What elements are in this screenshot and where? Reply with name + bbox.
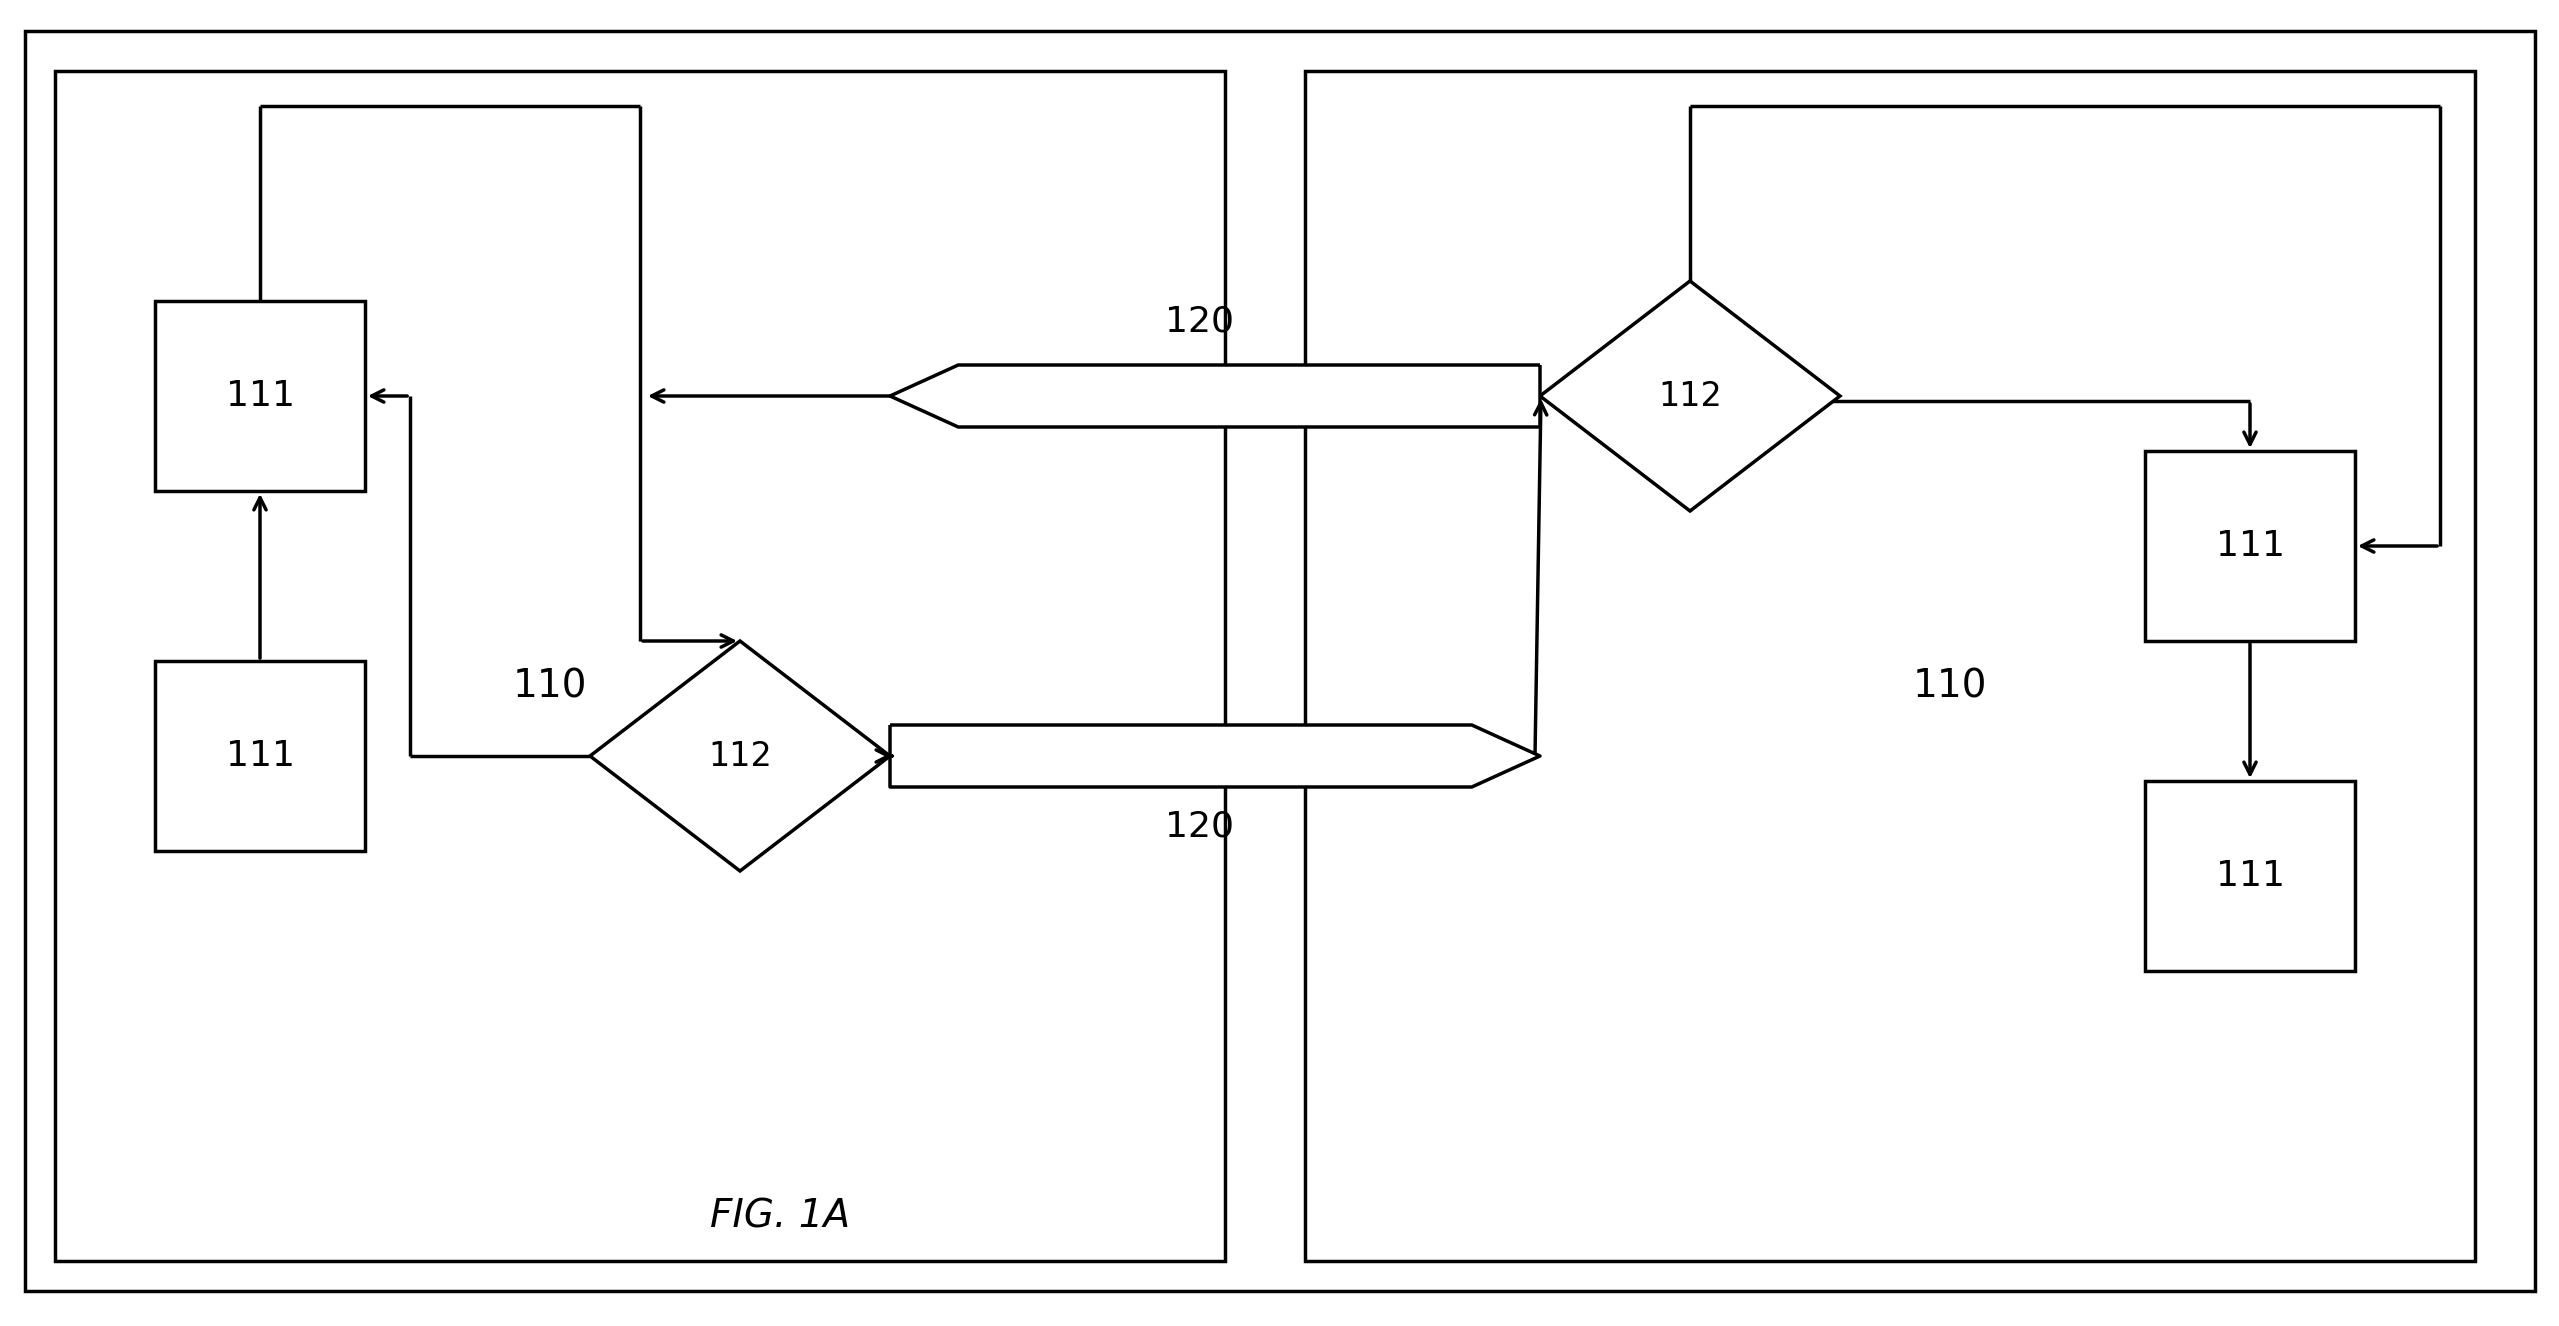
Bar bbox=[156, 660, 366, 851]
Text: 112: 112 bbox=[1658, 379, 1722, 412]
Bar bbox=[54, 72, 1226, 1261]
Bar bbox=[1305, 72, 2475, 1261]
Bar bbox=[156, 301, 366, 491]
Bar bbox=[2144, 451, 2354, 640]
Text: FIG. 1A: FIG. 1A bbox=[709, 1197, 850, 1235]
Text: 111: 111 bbox=[225, 379, 294, 412]
Text: 120: 120 bbox=[1164, 809, 1233, 843]
Text: 111: 111 bbox=[2216, 859, 2285, 892]
Text: 120: 120 bbox=[1164, 304, 1233, 338]
Text: 110: 110 bbox=[1912, 667, 1988, 705]
Polygon shape bbox=[891, 725, 1541, 788]
Text: 111: 111 bbox=[2216, 529, 2285, 564]
Polygon shape bbox=[891, 365, 1541, 427]
Bar bbox=[2144, 781, 2354, 971]
Text: 111: 111 bbox=[225, 739, 294, 773]
Polygon shape bbox=[591, 640, 891, 871]
Text: 110: 110 bbox=[512, 667, 586, 705]
Text: 112: 112 bbox=[709, 740, 773, 773]
Polygon shape bbox=[1541, 281, 1840, 511]
